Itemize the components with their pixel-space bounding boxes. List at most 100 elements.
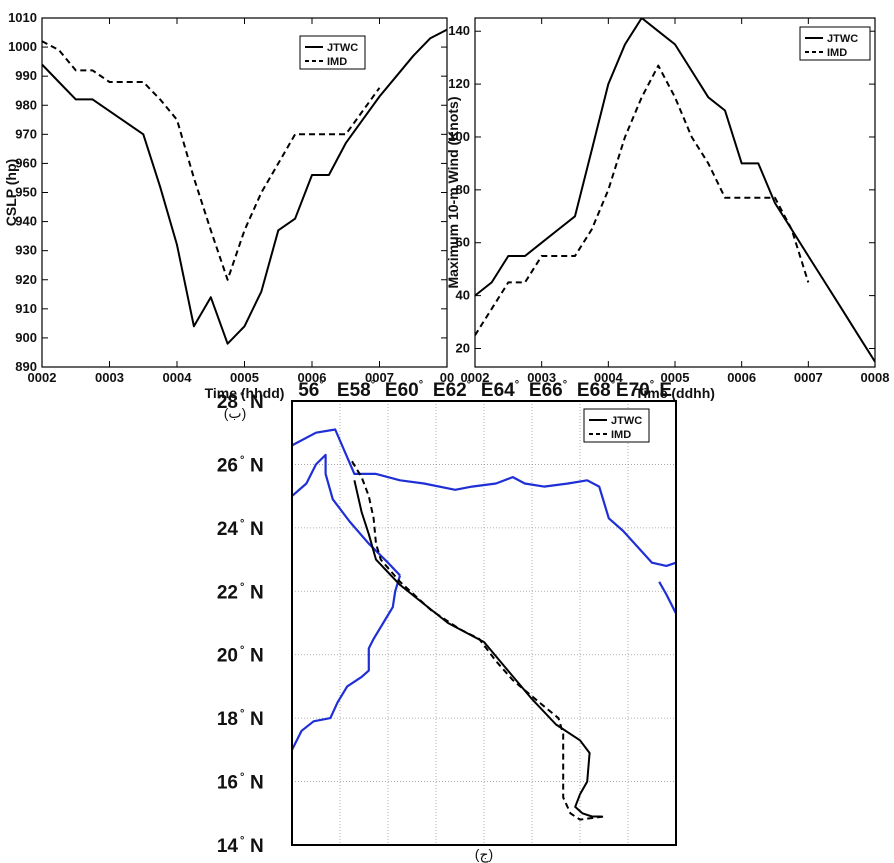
y-tick-label: 20 bbox=[456, 340, 470, 355]
map-x-tick-value: E62 bbox=[433, 380, 467, 401]
map-x-tick-label: E68° bbox=[577, 379, 615, 401]
map-x-tick-value: E60 bbox=[385, 380, 419, 401]
x-tick-label: 0005 bbox=[661, 370, 690, 385]
degree-symbol: ° bbox=[240, 835, 244, 847]
y-tick-label: 1010 bbox=[8, 10, 37, 25]
coastline bbox=[292, 453, 401, 577]
map-y-tick-value: 26 bbox=[217, 455, 238, 476]
y-tick-label: 910 bbox=[15, 301, 37, 316]
y-tick-label: 980 bbox=[15, 97, 37, 112]
y-tick-label: 890 bbox=[15, 359, 37, 374]
map-frame bbox=[291, 400, 677, 846]
map-x-tick-value: E64 bbox=[481, 380, 515, 401]
x-tick-label: 0006 bbox=[727, 370, 756, 385]
y-tick-label: 100 bbox=[448, 129, 470, 144]
degree-symbol: ° bbox=[563, 379, 567, 391]
x-tick-label: 0004 bbox=[163, 370, 193, 385]
map-y-tick-suffix: N bbox=[250, 392, 264, 413]
map-x-tick-label: E60° bbox=[385, 379, 423, 401]
degree-symbol: ° bbox=[419, 379, 423, 391]
series-line-imd bbox=[351, 460, 605, 821]
map-y-tick-label: 20 bbox=[217, 646, 238, 667]
map-y-tick-label: 18 bbox=[217, 709, 238, 730]
map-y-tick-label: 24 bbox=[217, 519, 239, 540]
map-x-tick-label: E70° E bbox=[616, 379, 672, 401]
x-axis-label: Time (hhdd) bbox=[205, 385, 285, 401]
y-tick-label: 990 bbox=[15, 68, 37, 83]
legend-label-imd: IMD bbox=[827, 47, 847, 59]
map-x-tick-label: E58° bbox=[337, 379, 375, 401]
x-axis-label: Time (ddhh) bbox=[635, 385, 715, 401]
x-tick-label: 0004 bbox=[594, 370, 624, 385]
map-x-tick-suffix: E bbox=[654, 380, 672, 401]
plot-frame bbox=[474, 17, 876, 368]
legend-box bbox=[299, 35, 366, 70]
map-y-tick-suffix: N bbox=[250, 709, 264, 730]
degree-symbol: ° bbox=[240, 581, 244, 593]
map-x-tick-value: E66 bbox=[529, 380, 563, 401]
panel-label: (ب) bbox=[224, 405, 247, 421]
y-tick-label: 60 bbox=[456, 235, 470, 250]
series-line-jtwc bbox=[475, 18, 875, 363]
map-x-tick-value: E68 bbox=[577, 380, 611, 401]
chart-wind: 0002 0003 0004 0005 0006 0007 0008 20 40 60 80 100 1… bbox=[445, 17, 890, 421]
y-tick-label: 140 bbox=[448, 23, 470, 38]
map-y-tick-value: 16 bbox=[217, 773, 238, 794]
map-x-tick-label: E62° bbox=[433, 379, 471, 401]
series-line-jtwc bbox=[42, 28, 447, 345]
x-tick-label: 0008 bbox=[861, 370, 890, 385]
legend-label-jtwc: JTWC bbox=[327, 42, 358, 54]
map-x-tick-label: E64° bbox=[481, 379, 519, 401]
y-tick-label: 920 bbox=[15, 272, 37, 287]
map-x-tick-label: 56° bbox=[298, 379, 324, 401]
x-tick-label: 0005 bbox=[230, 370, 259, 385]
y-tick-label: 900 bbox=[15, 330, 37, 345]
degree-symbol: ° bbox=[650, 379, 654, 391]
coastline bbox=[292, 428, 676, 568]
x-tick-label: 00 bbox=[440, 370, 454, 385]
y-tick-label: 120 bbox=[448, 76, 470, 91]
x-tick-label: 0006 bbox=[298, 370, 327, 385]
y-tick-label: 40 bbox=[456, 288, 470, 303]
map-y-tick-label: 26 bbox=[217, 455, 238, 476]
map-track: 56° E58° E60° E62° E64° E66° E68° E70° E14 ° N16 °… bbox=[217, 379, 677, 863]
map-y-tick-suffix: N bbox=[250, 646, 264, 667]
coastline bbox=[658, 581, 676, 614]
x-tick-label: 0007 bbox=[794, 370, 823, 385]
legend-label-imd: IMD bbox=[611, 429, 631, 441]
degree-symbol: ° bbox=[240, 772, 244, 784]
map-x-tick-value: E70 bbox=[616, 380, 650, 401]
map-y-tick-label: 16 bbox=[217, 773, 238, 794]
y-tick-label: 930 bbox=[15, 243, 37, 258]
y-tick-label: 950 bbox=[15, 185, 37, 200]
series-line-imd bbox=[42, 40, 381, 281]
map-y-tick-suffix: N bbox=[250, 582, 264, 603]
degree-symbol: ° bbox=[240, 645, 244, 657]
degree-symbol: ° bbox=[319, 379, 323, 391]
map-y-tick-value: 24 bbox=[217, 519, 239, 540]
legend-box bbox=[799, 26, 871, 61]
panel-label: (ج) bbox=[475, 846, 493, 863]
legend-label-jtwc: JTWC bbox=[611, 415, 642, 427]
legend-label-jtwc: JTWC bbox=[827, 33, 858, 45]
chart-cslp: 0002 0003 0004 0005 0006 0007 00 890 900 910 920 93… bbox=[3, 10, 454, 421]
y-tick-label: 970 bbox=[15, 126, 37, 141]
degree-symbol: ° bbox=[240, 391, 244, 403]
degree-symbol: ° bbox=[240, 708, 244, 720]
degree-symbol: ° bbox=[371, 379, 375, 391]
map-y-tick-label: 28 bbox=[217, 392, 238, 413]
legend-box bbox=[583, 408, 650, 443]
y-tick-label: 960 bbox=[15, 155, 37, 170]
map-x-tick-label: E66° bbox=[529, 379, 567, 401]
map-x-tick-value: 56 bbox=[298, 380, 319, 401]
x-tick-label: 0007 bbox=[365, 370, 394, 385]
map-y-tick-value: 28 bbox=[217, 392, 238, 413]
map-y-tick-label: 14 bbox=[217, 836, 239, 857]
map-y-tick-value: 18 bbox=[217, 709, 238, 730]
degree-symbol: ° bbox=[467, 379, 471, 391]
map-y-tick-value: 22 bbox=[217, 582, 238, 603]
map-y-tick-label: 22 bbox=[217, 582, 238, 603]
map-y-tick-value: 14 bbox=[217, 836, 239, 857]
degree-symbol: ° bbox=[611, 379, 615, 391]
